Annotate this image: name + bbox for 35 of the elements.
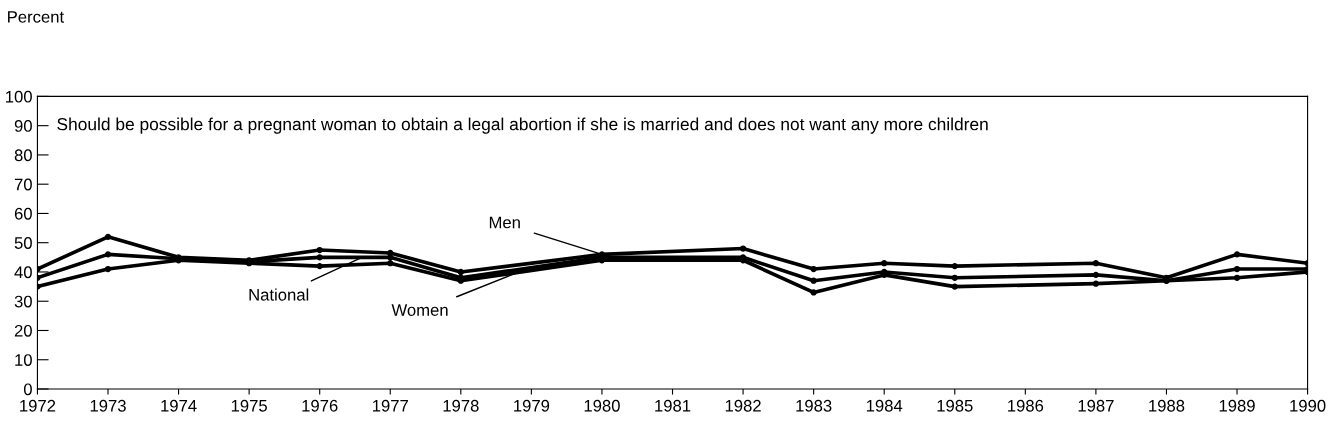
x-tick-label: 1986 (1008, 399, 1044, 412)
x-tick-label: 1977 (372, 399, 408, 412)
x-tick-label: 1989 (1219, 399, 1255, 412)
y-tick-label: 20 (14, 324, 32, 337)
x-tick-label: 1988 (1149, 399, 1185, 412)
x-tick-label: 1973 (90, 399, 126, 412)
x-tick-label: 1984 (866, 399, 903, 412)
y-tick-label: 30 (14, 295, 32, 308)
y-tick-label: 0 (23, 383, 32, 396)
x-tick-label: 1987 (1078, 399, 1114, 412)
x-tick-label: 1979 (514, 399, 550, 412)
y-tick-label: 60 (14, 207, 32, 220)
x-tick-label: 1983 (796, 399, 832, 412)
x-tick-label: 1978 (443, 399, 479, 412)
x-tick-label: 1981 (655, 399, 691, 412)
series-label: Women (391, 304, 448, 316)
text: Should be possible for a pregnant woman to obtain a legal abortion if she is married and does not want any more children (57, 117, 988, 134)
y-tick-label: 50 (14, 237, 32, 249)
y-tick-label: 90 (14, 120, 32, 132)
x-tick-label: 1982 (725, 399, 761, 412)
x-tick-label: 1972 (20, 399, 56, 412)
y-tick-label: 100 (6, 90, 32, 103)
y-tick-label: 80 (14, 149, 32, 162)
x-tick-label: 1990 (1290, 399, 1326, 412)
y-axis-title: Percent (8, 11, 64, 23)
y-tick-label: 10 (15, 354, 32, 366)
x-tick-label: 1980 (584, 399, 620, 412)
x-tick-label: 1975 (231, 399, 267, 412)
series-label: National (249, 288, 309, 301)
x-tick-label: 1974 (161, 399, 197, 412)
y-tick-label: 40 (14, 266, 32, 279)
y-tick-label: 70 (14, 178, 32, 191)
x-tick-label: 1976 (302, 399, 338, 412)
x-tick-label: 1985 (937, 399, 973, 412)
text: Men (489, 216, 520, 229)
